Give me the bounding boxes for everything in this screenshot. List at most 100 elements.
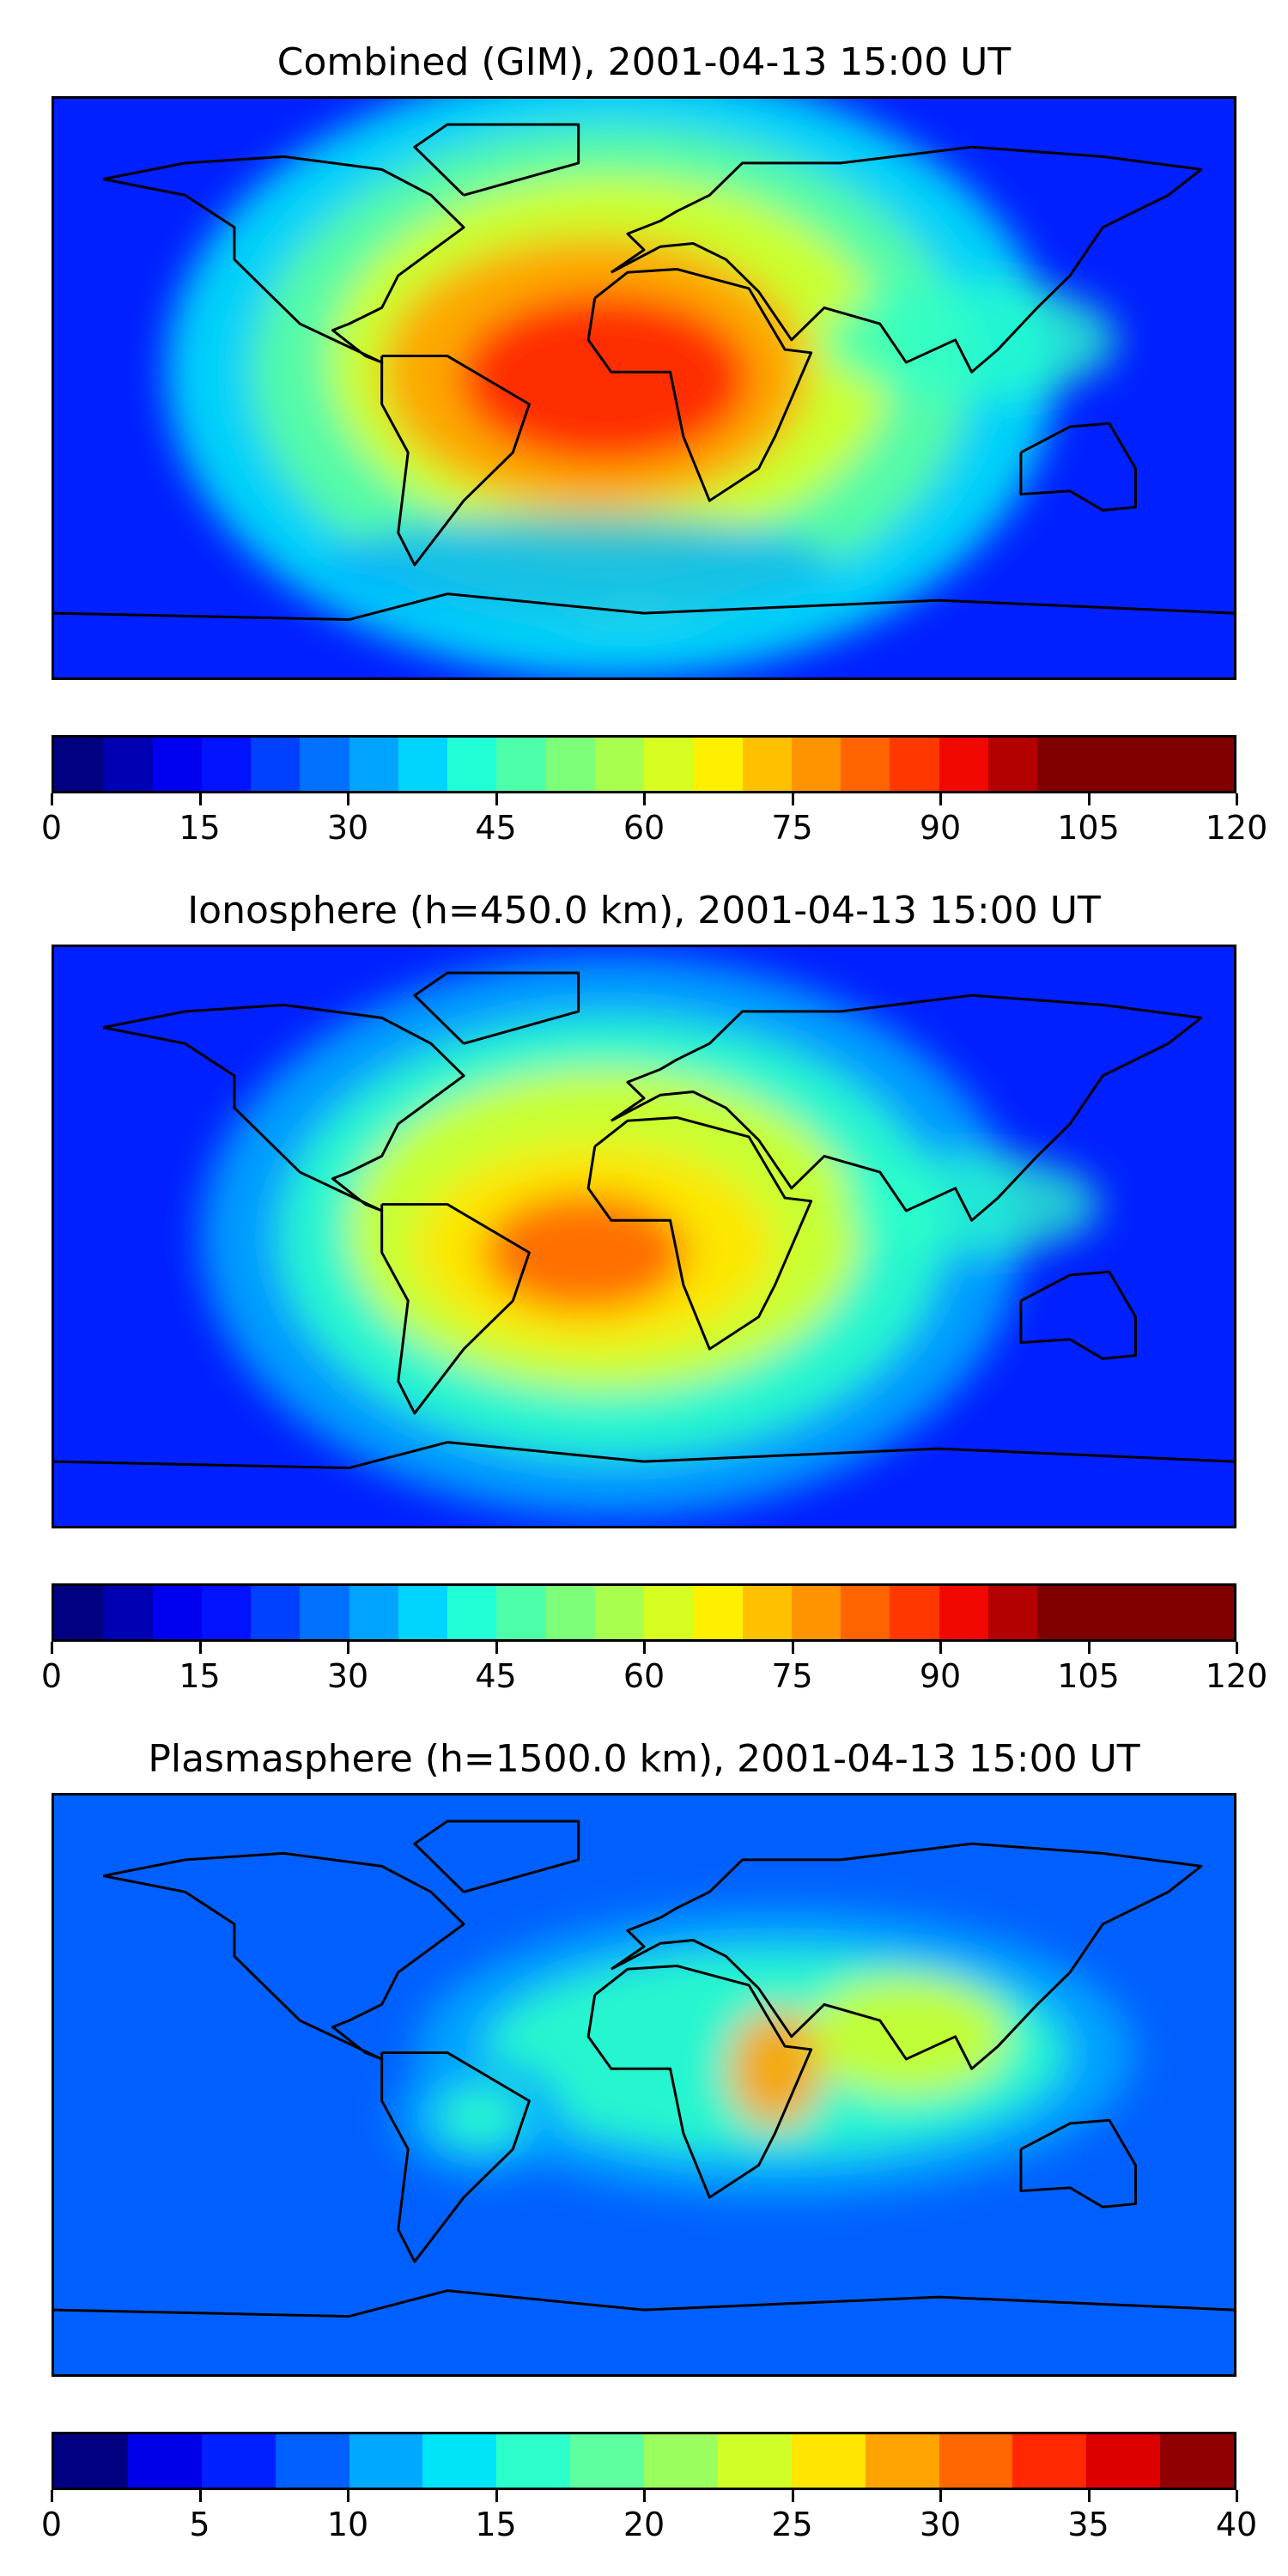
coastline (54, 592, 1234, 622)
coastline (380, 1203, 531, 1415)
colorbar-tick (939, 793, 942, 805)
colorbar-tick (347, 1642, 349, 1654)
colorbar-cell (496, 2434, 571, 2488)
colorbar-cell (939, 2434, 1013, 2488)
coastline (54, 1441, 1234, 1470)
colorbar-cell (594, 1586, 644, 1639)
colorbar-tick-label: 30 (326, 809, 369, 847)
coastline (610, 145, 1203, 374)
colorbar-tick-label: 120 (1205, 1657, 1268, 1695)
coastline (380, 2051, 531, 2263)
colorbar-tick (939, 1642, 942, 1654)
colorbar-cell (398, 738, 447, 791)
colorbar-cell (398, 1586, 447, 1639)
heatmap-svg (54, 1795, 1234, 2374)
colorbar-tick (198, 2490, 202, 2502)
colorbar-cell (545, 1586, 595, 1639)
colorbar-tick (791, 2490, 794, 2502)
coastline (413, 123, 580, 197)
colorbar-tick (347, 2490, 349, 2502)
coastline (413, 1820, 580, 1893)
heatmap-contour (321, 513, 835, 617)
colorbar-cell (1037, 1586, 1087, 1639)
colorbar-tick (198, 793, 202, 805)
colorbar-cell (939, 1586, 988, 1639)
colorbar-cell (1086, 738, 1136, 791)
colorbar-cell (1184, 1586, 1234, 1639)
colorbar-cell (644, 738, 694, 791)
colorbar-tick (1236, 1642, 1238, 1654)
coastline (102, 1003, 465, 1212)
colorbar-tick (643, 2490, 646, 2502)
colorbar-tick (495, 2490, 498, 2502)
colorbar-tick-label: 15 (475, 2506, 517, 2543)
colorbar-tick-label: 25 (771, 2506, 813, 2543)
colorbar-cell (103, 738, 153, 791)
colorbar-cell (987, 738, 1037, 791)
colorbar-tick-label: 0 (40, 2506, 63, 2543)
colorbar-cell (1135, 738, 1185, 791)
coastline (1019, 422, 1137, 512)
colorbar-cell (201, 738, 251, 791)
colorbar-cell (447, 1586, 497, 1639)
coastline (610, 993, 1203, 1222)
colorbar-tick-label: 5 (189, 2506, 210, 2543)
colorbar-tick (1087, 1642, 1091, 1654)
colorbar-tick (1087, 2490, 1091, 2502)
colorbar-cell (1086, 1586, 1136, 1639)
colorbar-cell (275, 2434, 349, 2488)
colorbar-cell (496, 738, 546, 791)
colorbar-cell (1135, 1586, 1185, 1639)
colorbar-tick-label: 120 (1205, 809, 1268, 847)
coastline (102, 1851, 465, 2061)
colorbar-tick-label: 30 (919, 2506, 962, 2543)
colorbar-cell (1160, 2434, 1234, 2488)
heatmap-svg (54, 947, 1234, 1526)
colorbar-tick-label: 15 (179, 1657, 221, 1695)
colorbar-tick (939, 2490, 942, 2502)
colorbar-tick (643, 793, 646, 805)
colorbar-cell (987, 1586, 1037, 1639)
colorbar-cell (545, 738, 595, 791)
colorbar (52, 735, 1236, 793)
colorbar-cell (1012, 2434, 1087, 2488)
chart-title: Ionosphere (h=450.0 km), 2001-04-13 15:0… (187, 889, 1101, 933)
colorbar-cell (422, 2434, 497, 2488)
colorbar-cell (693, 1586, 743, 1639)
colorbar-tick (198, 1642, 202, 1654)
coastline (413, 971, 580, 1045)
colorbar-tick-label: 45 (475, 809, 517, 847)
coastline (380, 355, 531, 567)
colorbar-cell (300, 738, 349, 791)
colorbar-cell (791, 2434, 866, 2488)
colorbar-cell (742, 738, 792, 791)
colorbar-cell (594, 738, 644, 791)
heatmap-contour (482, 1193, 688, 1313)
colorbar-cell (693, 738, 743, 791)
colorbar-tick-label: 40 (1215, 2506, 1258, 2543)
colorbar (52, 1583, 1236, 1642)
colorbar-tick (347, 793, 349, 805)
heatmap-map (52, 96, 1236, 680)
colorbar-cell (251, 1586, 301, 1639)
colorbar-cell (251, 738, 301, 791)
colorbar-cell (349, 2434, 423, 2488)
colorbar-tick (1087, 793, 1091, 805)
colorbar-cell (54, 1586, 104, 1639)
coastline (610, 1842, 1203, 2070)
colorbar-tick-label: 0 (40, 809, 63, 847)
colorbar-tick-label: 90 (919, 809, 962, 847)
colorbar-ticks: 0 15 30 45 60 75 90 105 120 (41, 1642, 1267, 1695)
heatmap-contour (826, 280, 1117, 400)
colorbar-cell (1086, 2434, 1161, 2488)
colorbar-cell (349, 1586, 398, 1639)
colorbar-cell (201, 1586, 251, 1639)
colorbar-tick-label: 0 (40, 1657, 63, 1695)
colorbar-cell (496, 1586, 546, 1639)
colorbar-cell (865, 2434, 939, 2488)
colorbar-ticks: 0 5 10 15 20 25 30 35 40 (41, 2490, 1257, 2543)
colorbar-cell (644, 2434, 718, 2488)
colorbar-tick-label: 30 (326, 1657, 369, 1695)
colorbar-tick (51, 2490, 53, 2502)
colorbar-tick (51, 793, 53, 805)
